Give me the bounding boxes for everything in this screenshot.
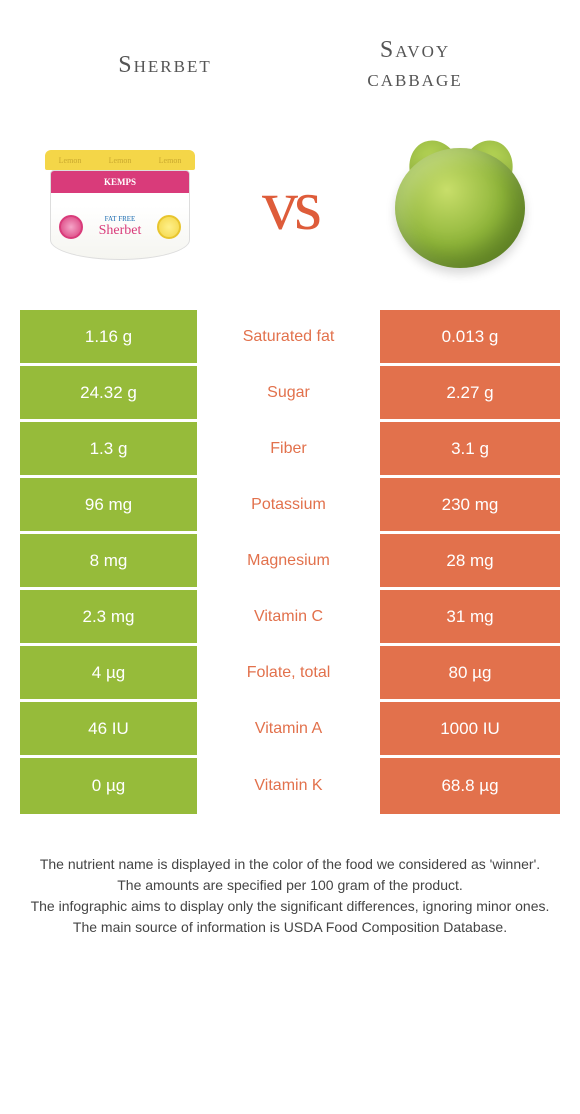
nutrient-label: Saturated fat [200, 310, 380, 363]
nutrient-label: Potassium [200, 478, 380, 531]
title-right-line2: cabbage [290, 65, 540, 94]
footer-line4: The main source of information is USDA F… [30, 917, 550, 938]
table-row: 1.16 gSaturated fat0.013 g [20, 310, 560, 366]
table-row: 24.32 gSugar2.27 g [20, 366, 560, 422]
table-row: 4 µgFolate, total80 µg [20, 646, 560, 702]
right-value: 68.8 µg [380, 758, 560, 814]
table-row: 46 IUVitamin A1000 IU [20, 702, 560, 758]
nutrient-label: Folate, total [200, 646, 380, 699]
right-value: 0.013 g [380, 310, 560, 363]
left-value: 0 µg [20, 758, 200, 814]
title-left: Sherbet [40, 52, 290, 79]
table-row: 1.3 gFiber3.1 g [20, 422, 560, 478]
table-row: 0 µgVitamin K68.8 µg [20, 758, 560, 814]
sherbet-cup: KEMPS FAT FREE Sherbet [50, 170, 190, 260]
title-right: Savoy cabbage [290, 36, 540, 94]
left-value: 46 IU [20, 702, 200, 755]
footer-notes: The nutrient name is displayed in the co… [20, 854, 560, 938]
nutrient-label: Sugar [200, 366, 380, 419]
right-value: 80 µg [380, 646, 560, 699]
hero: Lemon Lemon Lemon KEMPS FAT FREE Sherbet… [20, 110, 560, 310]
table-row: 96 mgPotassium230 mg [20, 478, 560, 534]
header: Sherbet Savoy cabbage [20, 20, 560, 110]
sherbet-image: Lemon Lemon Lemon KEMPS FAT FREE Sherbet [40, 130, 200, 280]
right-value: 2.27 g [380, 366, 560, 419]
footer-line3: The infographic aims to display only the… [30, 896, 550, 917]
footer-line1: The nutrient name is displayed in the co… [30, 854, 550, 875]
footer-line2: The amounts are specified per 100 gram o… [30, 875, 550, 896]
table-row: 8 mgMagnesium28 mg [20, 534, 560, 590]
right-value: 1000 IU [380, 702, 560, 755]
left-value: 8 mg [20, 534, 200, 587]
sherbet-lid: Lemon Lemon Lemon [45, 150, 195, 170]
left-value: 1.3 g [20, 422, 200, 475]
nutrient-label: Vitamin K [200, 758, 380, 814]
right-value: 230 mg [380, 478, 560, 531]
nutrient-label: Vitamin A [200, 702, 380, 755]
vs-label: vs [262, 164, 318, 247]
left-value: 4 µg [20, 646, 200, 699]
nutrient-label: Vitamin C [200, 590, 380, 643]
table-row: 2.3 mgVitamin C31 mg [20, 590, 560, 646]
left-value: 1.16 g [20, 310, 200, 363]
right-value: 28 mg [380, 534, 560, 587]
comparison-table: 1.16 gSaturated fat0.013 g24.32 gSugar2.… [20, 310, 560, 814]
cabbage-image [380, 130, 540, 280]
left-value: 2.3 mg [20, 590, 200, 643]
sherbet-brand-band: KEMPS [51, 171, 189, 193]
nutrient-label: Magnesium [200, 534, 380, 587]
title-right-line1: Savoy [290, 36, 540, 65]
sherbet-cup-body: FAT FREE Sherbet [51, 193, 189, 260]
right-value: 31 mg [380, 590, 560, 643]
left-value: 96 mg [20, 478, 200, 531]
nutrient-label: Fiber [200, 422, 380, 475]
left-value: 24.32 g [20, 366, 200, 419]
right-value: 3.1 g [380, 422, 560, 475]
